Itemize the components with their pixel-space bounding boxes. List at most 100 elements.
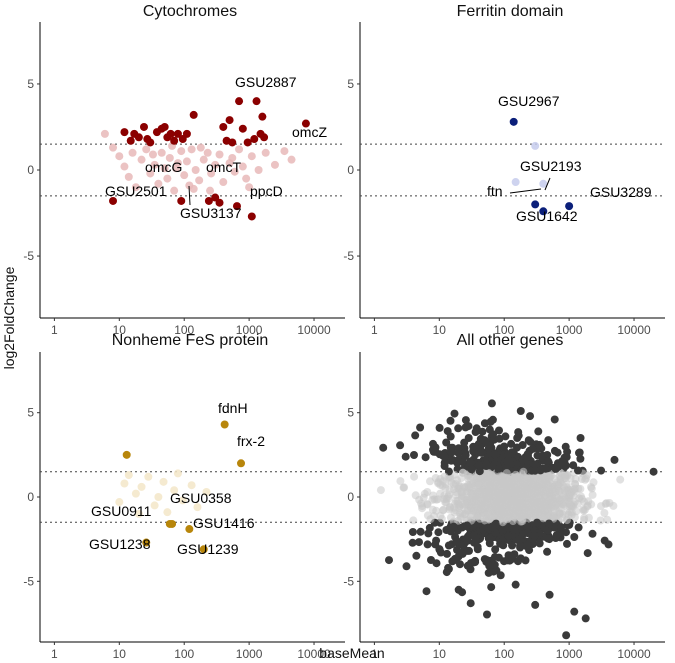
faded-point: [157, 148, 166, 157]
gene-point: [497, 495, 506, 503]
gene-point: [447, 448, 456, 457]
significant-point: [526, 412, 535, 421]
gene-point: [440, 451, 448, 460]
gene-label: omcG: [145, 159, 182, 175]
gene-point: [451, 491, 460, 500]
gene-point: [442, 438, 451, 447]
gene-point: [481, 488, 490, 497]
gene-point: [524, 452, 532, 461]
gene-point: [460, 438, 469, 447]
faded-point: [219, 178, 228, 187]
faded-point: [199, 155, 208, 164]
significant-point: [120, 128, 129, 137]
x-tick-label: 1000: [556, 647, 583, 661]
gene-point: [458, 458, 467, 467]
gene-point: [434, 528, 443, 537]
gene-label: GSU2501: [105, 183, 167, 199]
leader-line: [509, 188, 542, 194]
gene-point: [564, 487, 573, 496]
significant-point: [232, 202, 241, 211]
faded-point: [173, 469, 182, 478]
gene-point: [376, 486, 385, 495]
x-axis-title: baseMean: [319, 645, 384, 661]
faded-point: [131, 183, 140, 192]
gene-point: [600, 509, 609, 517]
gene-point: [458, 588, 467, 597]
gene-point: [461, 452, 469, 461]
y-tick-label: -5: [343, 574, 354, 588]
gene-point: [466, 599, 475, 608]
gene-point: [487, 399, 496, 408]
faded-point: [207, 169, 216, 178]
gene-point: [463, 521, 471, 530]
gene-point: [531, 466, 540, 475]
gene-point: [496, 471, 505, 480]
gene-point: [463, 561, 472, 570]
gene-point: [580, 497, 588, 506]
faded-point: [182, 157, 191, 166]
significant-point: [581, 614, 590, 623]
gene-point: [435, 423, 444, 432]
faded-point: [124, 471, 133, 480]
faded-point: [170, 186, 179, 195]
x-tick-label: 10: [433, 647, 447, 661]
gene-point: [416, 527, 425, 536]
x-tick-label: 100: [494, 323, 514, 337]
x-tick-label: 100: [174, 647, 194, 661]
gene-point: [475, 461, 483, 469]
gene-point: [547, 485, 556, 494]
gene-point: [547, 492, 556, 501]
faded-point: [191, 166, 200, 174]
gene-label: GSU0911: [91, 503, 152, 519]
significant-point: [134, 133, 143, 142]
gene-point: [424, 529, 433, 538]
significant-point: [539, 207, 548, 216]
significant-point: [139, 122, 148, 131]
gene-point: [471, 428, 480, 436]
x-tick-label: 1000: [236, 323, 263, 337]
gene-point: [501, 432, 510, 441]
panel-title: Nonheme FeS protein: [112, 332, 269, 349]
gene-point: [475, 481, 483, 489]
gene-point: [499, 509, 508, 518]
gene-point: [530, 531, 539, 540]
gene-point: [561, 442, 570, 451]
gene-point: [459, 482, 468, 491]
panel-nonheme-fes-protein: Nonheme FeS protein -5 0 5 1 10 100 1000 10000 G…: [23, 332, 345, 661]
gene-point: [409, 516, 418, 525]
faded-point: [115, 152, 124, 161]
faded-point: [154, 493, 163, 501]
x-tick-label: 1000: [236, 647, 263, 661]
gene-point: [597, 502, 605, 511]
gene-point: [553, 494, 562, 503]
gene-point: [451, 554, 459, 563]
gene-point: [440, 462, 449, 470]
gene-point: [555, 487, 564, 496]
gene-point: [483, 508, 492, 517]
gene-point: [454, 424, 463, 433]
significant-point: [225, 116, 234, 125]
gene-point: [550, 446, 559, 455]
gene-point: [605, 499, 614, 507]
gene-point: [505, 506, 514, 515]
gene-point: [526, 437, 535, 446]
gene-point: [415, 538, 423, 547]
gene-point: [512, 460, 521, 469]
x-tick-label: 1: [371, 647, 378, 661]
gene-point: [563, 516, 571, 525]
gene-point: [486, 417, 495, 426]
gene-point: [503, 487, 512, 495]
gene-point: [473, 493, 482, 502]
y-tick-label: 5: [347, 77, 354, 91]
y-tick-label: 0: [347, 490, 354, 504]
gene-point: [495, 426, 503, 435]
faded-point: [128, 148, 137, 157]
significant-point: [220, 420, 229, 429]
gene-point: [557, 523, 566, 532]
gene-point: [464, 422, 473, 431]
faded-point: [165, 153, 174, 162]
gene-point: [491, 493, 500, 502]
faded-point: [196, 143, 205, 152]
significant-point: [565, 202, 574, 211]
gene-point: [454, 448, 463, 457]
